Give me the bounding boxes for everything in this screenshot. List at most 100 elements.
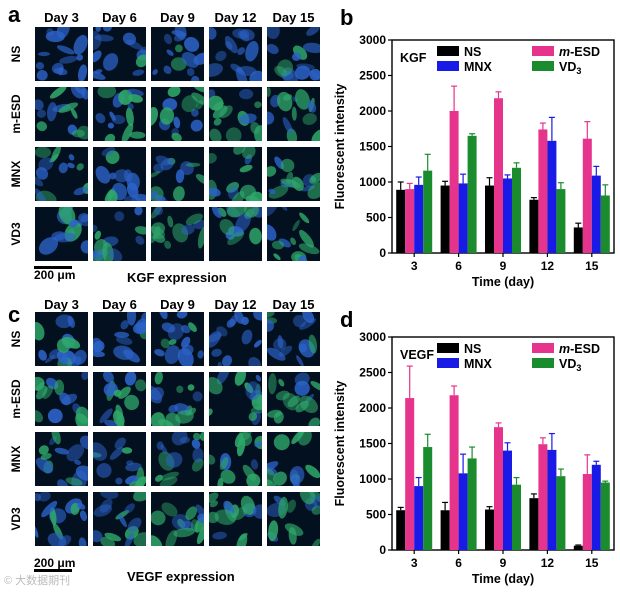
bar-vd3 xyxy=(556,189,566,253)
bar-mnx xyxy=(503,178,512,253)
bar-m-esd xyxy=(449,111,459,253)
y-tick-label: 1000 xyxy=(359,175,386,189)
micrograph-tile xyxy=(35,432,88,486)
bar-vd3 xyxy=(600,195,610,253)
row-label: NS xyxy=(9,330,23,348)
micrograph-tile xyxy=(209,372,262,426)
micrograph-tile xyxy=(93,27,146,81)
y-tick-label: 1500 xyxy=(359,140,386,154)
micrograph-tile xyxy=(93,312,146,366)
legend-label: VD3 xyxy=(559,60,581,76)
legend-label: MNX xyxy=(464,60,492,74)
bar-mnx xyxy=(414,184,424,253)
bar-ns xyxy=(396,189,406,253)
bar-mnx xyxy=(458,183,468,253)
scale-bar-c xyxy=(34,569,72,572)
watermark: © 大数据期刊 xyxy=(4,575,71,587)
x-tick-label: 15 xyxy=(585,556,599,570)
row-label: m-ESD xyxy=(9,94,23,134)
y-tick-label: 500 xyxy=(366,211,386,225)
x-tick-label: 6 xyxy=(455,556,462,570)
micrograph-tile xyxy=(35,147,88,201)
legend-label: VD3 xyxy=(559,357,581,373)
micrograph-tile xyxy=(209,432,262,486)
row-label: VD3 xyxy=(9,507,23,531)
day-label: Day 15 xyxy=(272,297,315,312)
y-tick-label: 3000 xyxy=(359,330,386,344)
bar-ns xyxy=(485,185,494,253)
micrograph-tile xyxy=(267,432,320,486)
panel-letter-b: b xyxy=(340,5,354,30)
x-tick-label: 3 xyxy=(411,556,418,570)
vegf-bar-chart: 0 500 1000 1500 2000 2500 3000 Fluorescent inte… xyxy=(333,330,615,586)
bar-m-esd xyxy=(494,98,503,253)
row-label: MNX xyxy=(9,445,23,473)
bar-vd3 xyxy=(512,484,521,550)
micrograph-tile xyxy=(35,312,88,366)
micrograph-tile xyxy=(93,147,146,201)
x-axis-label: Time (day) xyxy=(472,572,534,586)
row-label: VD3 xyxy=(9,222,23,246)
bar-vd3 xyxy=(423,170,433,253)
micrograph-tile xyxy=(209,312,262,366)
day-label: Day 15 xyxy=(272,10,315,25)
micrograph-tile xyxy=(267,207,320,261)
y-tick-label: 0 xyxy=(379,246,386,260)
bar-mnx xyxy=(547,140,557,253)
y-tick-label: 500 xyxy=(366,508,386,522)
bar-vd3 xyxy=(467,135,477,253)
micrograph-tile xyxy=(93,372,146,426)
legend-label: NS xyxy=(464,45,481,59)
day-label: Day 12 xyxy=(214,297,257,312)
micrograph-tile xyxy=(93,207,146,261)
legend-swatch xyxy=(532,61,554,71)
micrograph-tile xyxy=(267,492,320,546)
y-tick-label: 3000 xyxy=(359,33,386,47)
x-tick-label: 9 xyxy=(500,556,507,570)
x-tick-label: 12 xyxy=(541,259,555,273)
bar-ns xyxy=(529,498,539,550)
kgf-bar-chart: 0 500 1000 1500 2000 2500 3000 Fluorescent inte… xyxy=(333,33,615,289)
micrograph-tile xyxy=(209,147,262,201)
bar-mnx xyxy=(591,464,601,550)
micrograph-tile xyxy=(35,207,88,261)
micrograph-tile xyxy=(267,87,320,141)
panel-letter-a: a xyxy=(8,2,21,27)
inset-label: VEGF xyxy=(400,348,434,362)
bar-ns xyxy=(396,510,406,550)
micrograph-tile xyxy=(93,432,146,486)
bar-m-esd xyxy=(582,474,592,550)
legend-label: NS xyxy=(464,342,481,356)
panel-letter-d: d xyxy=(340,307,354,332)
legend-swatch xyxy=(437,61,459,71)
y-tick-label: 2500 xyxy=(359,69,386,83)
micrograph-tile xyxy=(151,27,204,81)
day-label: Day 3 xyxy=(44,10,79,25)
legend-swatch xyxy=(532,46,554,56)
y-axis-label: Fluorescent intensity xyxy=(333,381,347,507)
scale-bar-a xyxy=(34,266,72,269)
y-tick-label: 2000 xyxy=(359,401,386,415)
bar-mnx xyxy=(591,175,601,253)
micrograph-tile xyxy=(151,312,204,366)
bar-m-esd xyxy=(405,189,415,253)
day-label: Day 6 xyxy=(102,10,137,25)
y-tick-label: 1500 xyxy=(359,437,386,451)
micrograph-tile xyxy=(209,207,262,261)
legend-swatch xyxy=(437,46,459,56)
legend-swatch xyxy=(532,358,554,368)
bar-ns xyxy=(485,509,494,550)
bar-m-esd xyxy=(405,398,415,550)
expression-label-vegf: VEGF expression xyxy=(127,569,235,584)
day-label: Day 12 xyxy=(214,10,257,25)
y-tick-label: 1000 xyxy=(359,472,386,486)
day-label: Day 9 xyxy=(160,10,195,25)
bar-mnx xyxy=(503,450,512,550)
micrograph-tile xyxy=(151,372,204,426)
micrograph-tile xyxy=(267,312,320,366)
bar-vd3 xyxy=(423,447,433,550)
bar-m-esd xyxy=(582,138,592,253)
bar-vd3 xyxy=(600,482,610,550)
x-tick-label: 12 xyxy=(541,556,555,570)
legend-label: MNX xyxy=(464,357,492,371)
